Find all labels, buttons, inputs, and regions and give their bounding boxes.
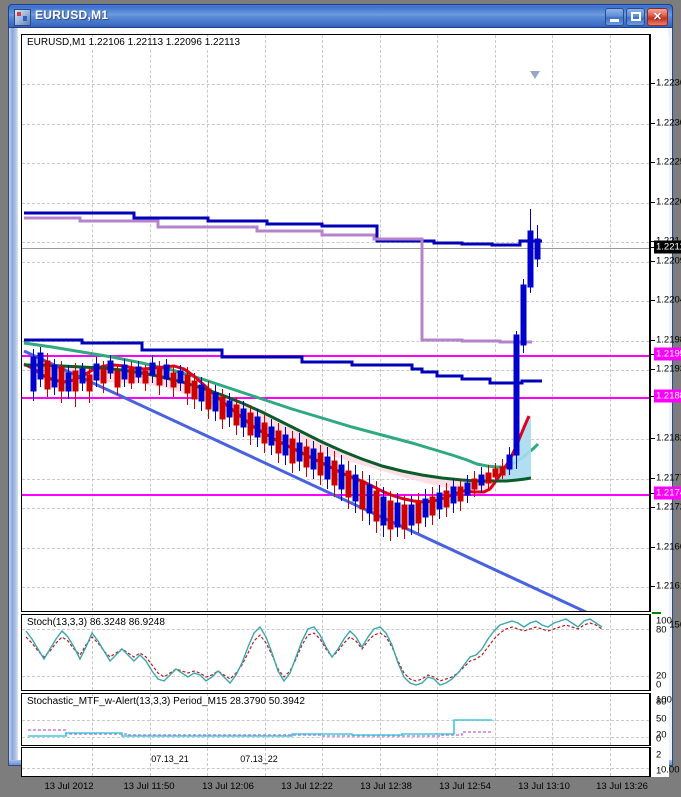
window-buttons: ✕ — [603, 8, 668, 26]
chart-window-icon — [14, 9, 31, 26]
mtf-signal-line — [28, 729, 492, 737]
level-price-label[interactable]: 1.21887 — [654, 389, 681, 403]
price-tick — [651, 354, 655, 355]
close-button[interactable]: ✕ — [647, 8, 668, 26]
price-scale[interactable]: 1.223611.223061.222561.222011.221461.221… — [650, 34, 681, 631]
mtf-scale-0: 0 — [656, 733, 662, 745]
price-tick — [651, 261, 655, 262]
mtf-scale-100: 100 — [656, 694, 672, 706]
left-scroll-band[interactable] — [9, 28, 18, 765]
time-label-0: 13 Jul 2012 — [44, 781, 94, 792]
candlesticks — [30, 209, 541, 541]
mtf-stochastic-scale: 100 80 50 20 0 — [650, 693, 672, 746]
chart-header-label: EURUSD,M1 1.22106 1.22113 1.22096 1.2211… — [26, 37, 242, 48]
magenta-level-1[interactable] — [22, 355, 649, 357]
stochastic-pane[interactable]: Stoch(13,3,3) 86.3248 86.9248 — [21, 614, 650, 691]
time-label-1: 13 Jul 11:50 — [123, 781, 175, 792]
stoch-main-line — [25, 618, 603, 686]
stochastic-scale: 100 80 20 0 — [650, 614, 672, 691]
time-label-3: 13 Jul 12:22 — [281, 781, 333, 792]
step-navy-line — [24, 211, 542, 247]
price-axis-label: 1.22096 — [656, 255, 681, 267]
price-pane[interactable]: EURUSD,M1 1.22106 1.22113 1.22096 1.2211… — [21, 34, 650, 612]
step-violet-line — [24, 216, 532, 344]
price-axis-label: 1.21826 — [656, 432, 681, 444]
window-title: EURUSD,M1 — [35, 8, 109, 22]
price-tick — [651, 123, 655, 124]
level-price-label[interactable]: 1.21952 — [654, 347, 681, 361]
level-price-label[interactable]: 1.21745 — [654, 486, 681, 500]
stoch-scale-80: 80 — [656, 624, 667, 636]
close-icon: ✕ — [652, 11, 663, 23]
price-chart-svg — [23, 71, 588, 611]
price-tick — [651, 202, 655, 203]
price-tick — [651, 241, 655, 242]
price-tick — [651, 586, 655, 587]
chart-frame: EURUSD,M1 1.22106 1.22113 1.22096 1.2211… — [21, 34, 681, 792]
stoch-scale-0: 0 — [656, 679, 662, 691]
stoch-scale-20: 20 — [656, 670, 667, 682]
price-axis-label: 1.21771 — [656, 472, 681, 484]
current-price-label[interactable]: 1.22113 — [654, 240, 681, 254]
cloud-fill-bullish — [494, 415, 531, 481]
price-tick — [651, 493, 655, 494]
vol-scale-1: 1 — [656, 765, 662, 777]
price-tick — [651, 396, 655, 397]
time-label-7: 13 Jul 13:26 — [596, 781, 648, 792]
metatrader-chart-window: EURUSD,M1 ✕ — [8, 4, 681, 792]
price-axis-label: 1.22256 — [656, 156, 681, 168]
window-client-area: EURUSD,M1 1.22106 1.22113 1.22096 1.2211… — [8, 28, 681, 792]
time-axis[interactable]: 13 Jul 2012 13 Jul 11:50 13 Jul 12:06 13… — [21, 779, 669, 797]
time-label-2: 13 Jul 12:06 — [202, 781, 254, 792]
price-tick — [651, 438, 655, 439]
price-axis-label: 1.21611 — [656, 580, 681, 592]
time-label-6: 13 Jul 13:10 — [518, 781, 570, 792]
vol-scale-000: 0.00 — [661, 764, 680, 776]
price-tick — [651, 478, 655, 479]
stochastic-svg — [25, 618, 603, 686]
price-axis-label: 1.21721 — [656, 501, 681, 513]
mtf-scale-50: 50 — [656, 713, 667, 725]
date-subwindow-pane[interactable]: 07.13_21 07.13_22 — [21, 747, 650, 777]
price-axis-label: 1.22361 — [656, 77, 681, 89]
window-titlebar: EURUSD,M1 ✕ — [8, 4, 673, 28]
price-tick — [651, 247, 655, 248]
mtf-main-line — [28, 719, 492, 737]
time-label-5: 13 Jul 12:54 — [439, 781, 491, 792]
minimize-button[interactable] — [605, 8, 624, 26]
price-axis-label: 1.21666 — [656, 541, 681, 553]
stoch-signal-line — [25, 622, 603, 682]
price-axis-label: 1.22041 — [656, 294, 681, 306]
subwindow-date-1: 07.13_21 — [151, 754, 189, 764]
step-navy-line-mid — [24, 338, 542, 385]
price-tick — [651, 547, 655, 548]
mtf-stochastic-label: Stochastic_MTF_w-Alert(13,3,3) Period_M1… — [26, 696, 306, 707]
price-tick — [651, 507, 655, 508]
price-tick — [651, 340, 655, 341]
price-tick — [651, 83, 655, 84]
price-tick — [651, 162, 655, 163]
date-subwindow-scale: 2 1 0.00 — [650, 747, 680, 777]
chart-top-marker — [530, 71, 540, 79]
price-axis-label: 1.21931 — [656, 363, 681, 375]
mtf-stochastic-pane[interactable]: Stochastic_MTF_w-Alert(13,3,3) Period_M1… — [21, 693, 650, 746]
vol-scale-2: 2 — [656, 749, 662, 761]
price-axis-label: 1.22306 — [656, 117, 681, 129]
subwindow-date-2: 07.13_22 — [240, 754, 278, 764]
current-price-line — [22, 248, 649, 249]
mtf-scale-80: 80 — [656, 696, 667, 708]
stochastic-label: Stoch(13,3,3) 86.3248 86.9248 — [26, 617, 166, 628]
maximize-button[interactable] — [626, 8, 645, 26]
price-axis-label: 1.21986 — [656, 334, 681, 346]
magenta-level-2[interactable] — [22, 397, 649, 399]
price-axis-label: 1.22201 — [656, 196, 681, 208]
time-label-4: 13 Jul 12:38 — [360, 781, 412, 792]
price-tick — [651, 300, 655, 301]
mtf-scale-20: 20 — [656, 729, 667, 741]
mtf-stochastic-svg — [28, 719, 492, 737]
stoch-scale-100: 100 — [656, 615, 672, 627]
price-tick — [651, 369, 655, 370]
